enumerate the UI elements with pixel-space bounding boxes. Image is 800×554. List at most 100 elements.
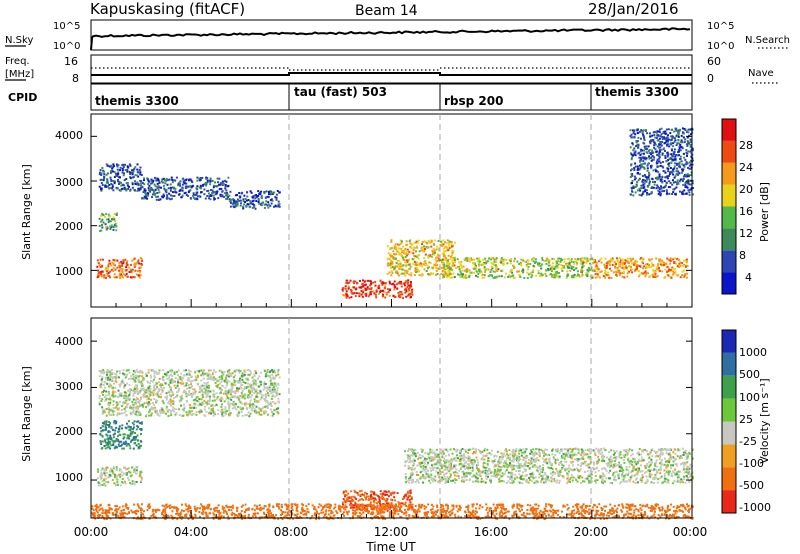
power-cell — [504, 272, 507, 275]
power-cell — [416, 241, 419, 244]
power-cell — [682, 259, 685, 262]
power-cell — [686, 152, 689, 155]
power-cell — [412, 249, 415, 251]
power-cell — [561, 259, 564, 261]
power-cell — [649, 132, 651, 135]
velocity-cell — [105, 428, 107, 431]
power-cell — [610, 259, 613, 262]
velocity-cell — [186, 387, 189, 390]
velocity-cell — [215, 392, 218, 395]
power-cell — [423, 268, 426, 271]
power-cell — [104, 184, 107, 187]
power-cell — [393, 283, 396, 286]
velocity-cell — [147, 403, 150, 405]
power-cell — [659, 161, 662, 164]
power-cell — [676, 179, 679, 182]
power-cell — [617, 269, 620, 272]
power-cell — [169, 198, 172, 201]
power-cell — [560, 267, 563, 270]
velocity-cell — [109, 474, 112, 477]
power-cell — [636, 264, 639, 266]
power-cell — [121, 275, 123, 277]
power-cell — [634, 151, 637, 154]
power-cell — [110, 264, 113, 267]
velocity-cell — [111, 371, 114, 374]
power-cell — [107, 185, 109, 188]
power-cell — [679, 155, 682, 158]
velocity-cell — [97, 470, 100, 473]
power-cell — [126, 181, 129, 184]
power-cell — [150, 182, 153, 185]
velocity-cell — [108, 437, 111, 440]
velocity-cell — [274, 391, 277, 394]
velocity-cell — [249, 392, 252, 395]
power-cell — [643, 162, 646, 165]
power-cell — [166, 197, 168, 200]
power-cell — [424, 253, 427, 256]
power-cell — [678, 172, 681, 175]
power-cell — [364, 293, 367, 296]
velocity-cell — [112, 400, 115, 403]
power-cell — [659, 146, 662, 149]
power-cell — [655, 257, 658, 260]
velocity-cell — [104, 376, 107, 379]
velocity-cell — [195, 406, 198, 409]
velocity-cell — [234, 390, 236, 393]
power-cell — [676, 257, 679, 260]
power-cell — [450, 242, 453, 245]
power-cell — [271, 199, 274, 202]
power-cell — [407, 284, 410, 287]
power-cell — [634, 133, 637, 136]
velocity-cell — [136, 425, 139, 428]
power-cell — [112, 166, 115, 169]
power-cell — [667, 140, 669, 143]
power-cell — [270, 192, 273, 194]
power-cell — [113, 273, 116, 276]
velocity-cell — [183, 369, 186, 372]
velocity-cell — [209, 399, 211, 402]
power-cell — [267, 203, 270, 206]
power-cell — [196, 176, 199, 179]
power-cell — [592, 259, 595, 261]
power-cell — [670, 171, 673, 174]
power-cell — [252, 199, 255, 202]
power-cell — [140, 174, 143, 176]
power-cell — [224, 187, 227, 190]
power-cell — [478, 258, 481, 261]
velocity-cell — [378, 498, 381, 501]
velocity-cell — [250, 403, 253, 406]
velocity-cell — [141, 385, 144, 387]
velocity-cell — [254, 370, 257, 373]
power-cell — [677, 131, 680, 134]
power-cell — [406, 250, 408, 253]
power-cell — [150, 178, 153, 181]
power-cell — [567, 267, 570, 270]
velocity-cell — [200, 404, 203, 407]
power-cell — [582, 261, 585, 264]
power-cell — [483, 274, 486, 276]
power-cell — [658, 152, 661, 155]
power-cell — [636, 129, 639, 132]
power-cell — [138, 169, 141, 171]
velocity-cell — [228, 414, 231, 417]
power-cell — [174, 190, 177, 193]
power-cell — [385, 293, 388, 296]
power-cell — [107, 213, 110, 216]
velocity-cell — [157, 381, 160, 383]
power-cell — [654, 136, 657, 139]
power-cell — [623, 276, 626, 279]
velocity-cell — [186, 414, 189, 417]
velocity-cell — [150, 390, 153, 393]
power-cell — [405, 259, 408, 262]
power-cell — [649, 135, 652, 138]
power-cell — [426, 267, 429, 270]
power-cell — [630, 133, 633, 136]
power-cell — [641, 180, 644, 183]
velocity-cell — [247, 389, 250, 392]
power-cell — [430, 239, 433, 242]
power-cell — [585, 273, 588, 276]
power-cell — [464, 269, 467, 272]
velocity-cell — [115, 426, 118, 429]
velocity-cell — [199, 409, 202, 412]
power-cell — [404, 270, 406, 273]
